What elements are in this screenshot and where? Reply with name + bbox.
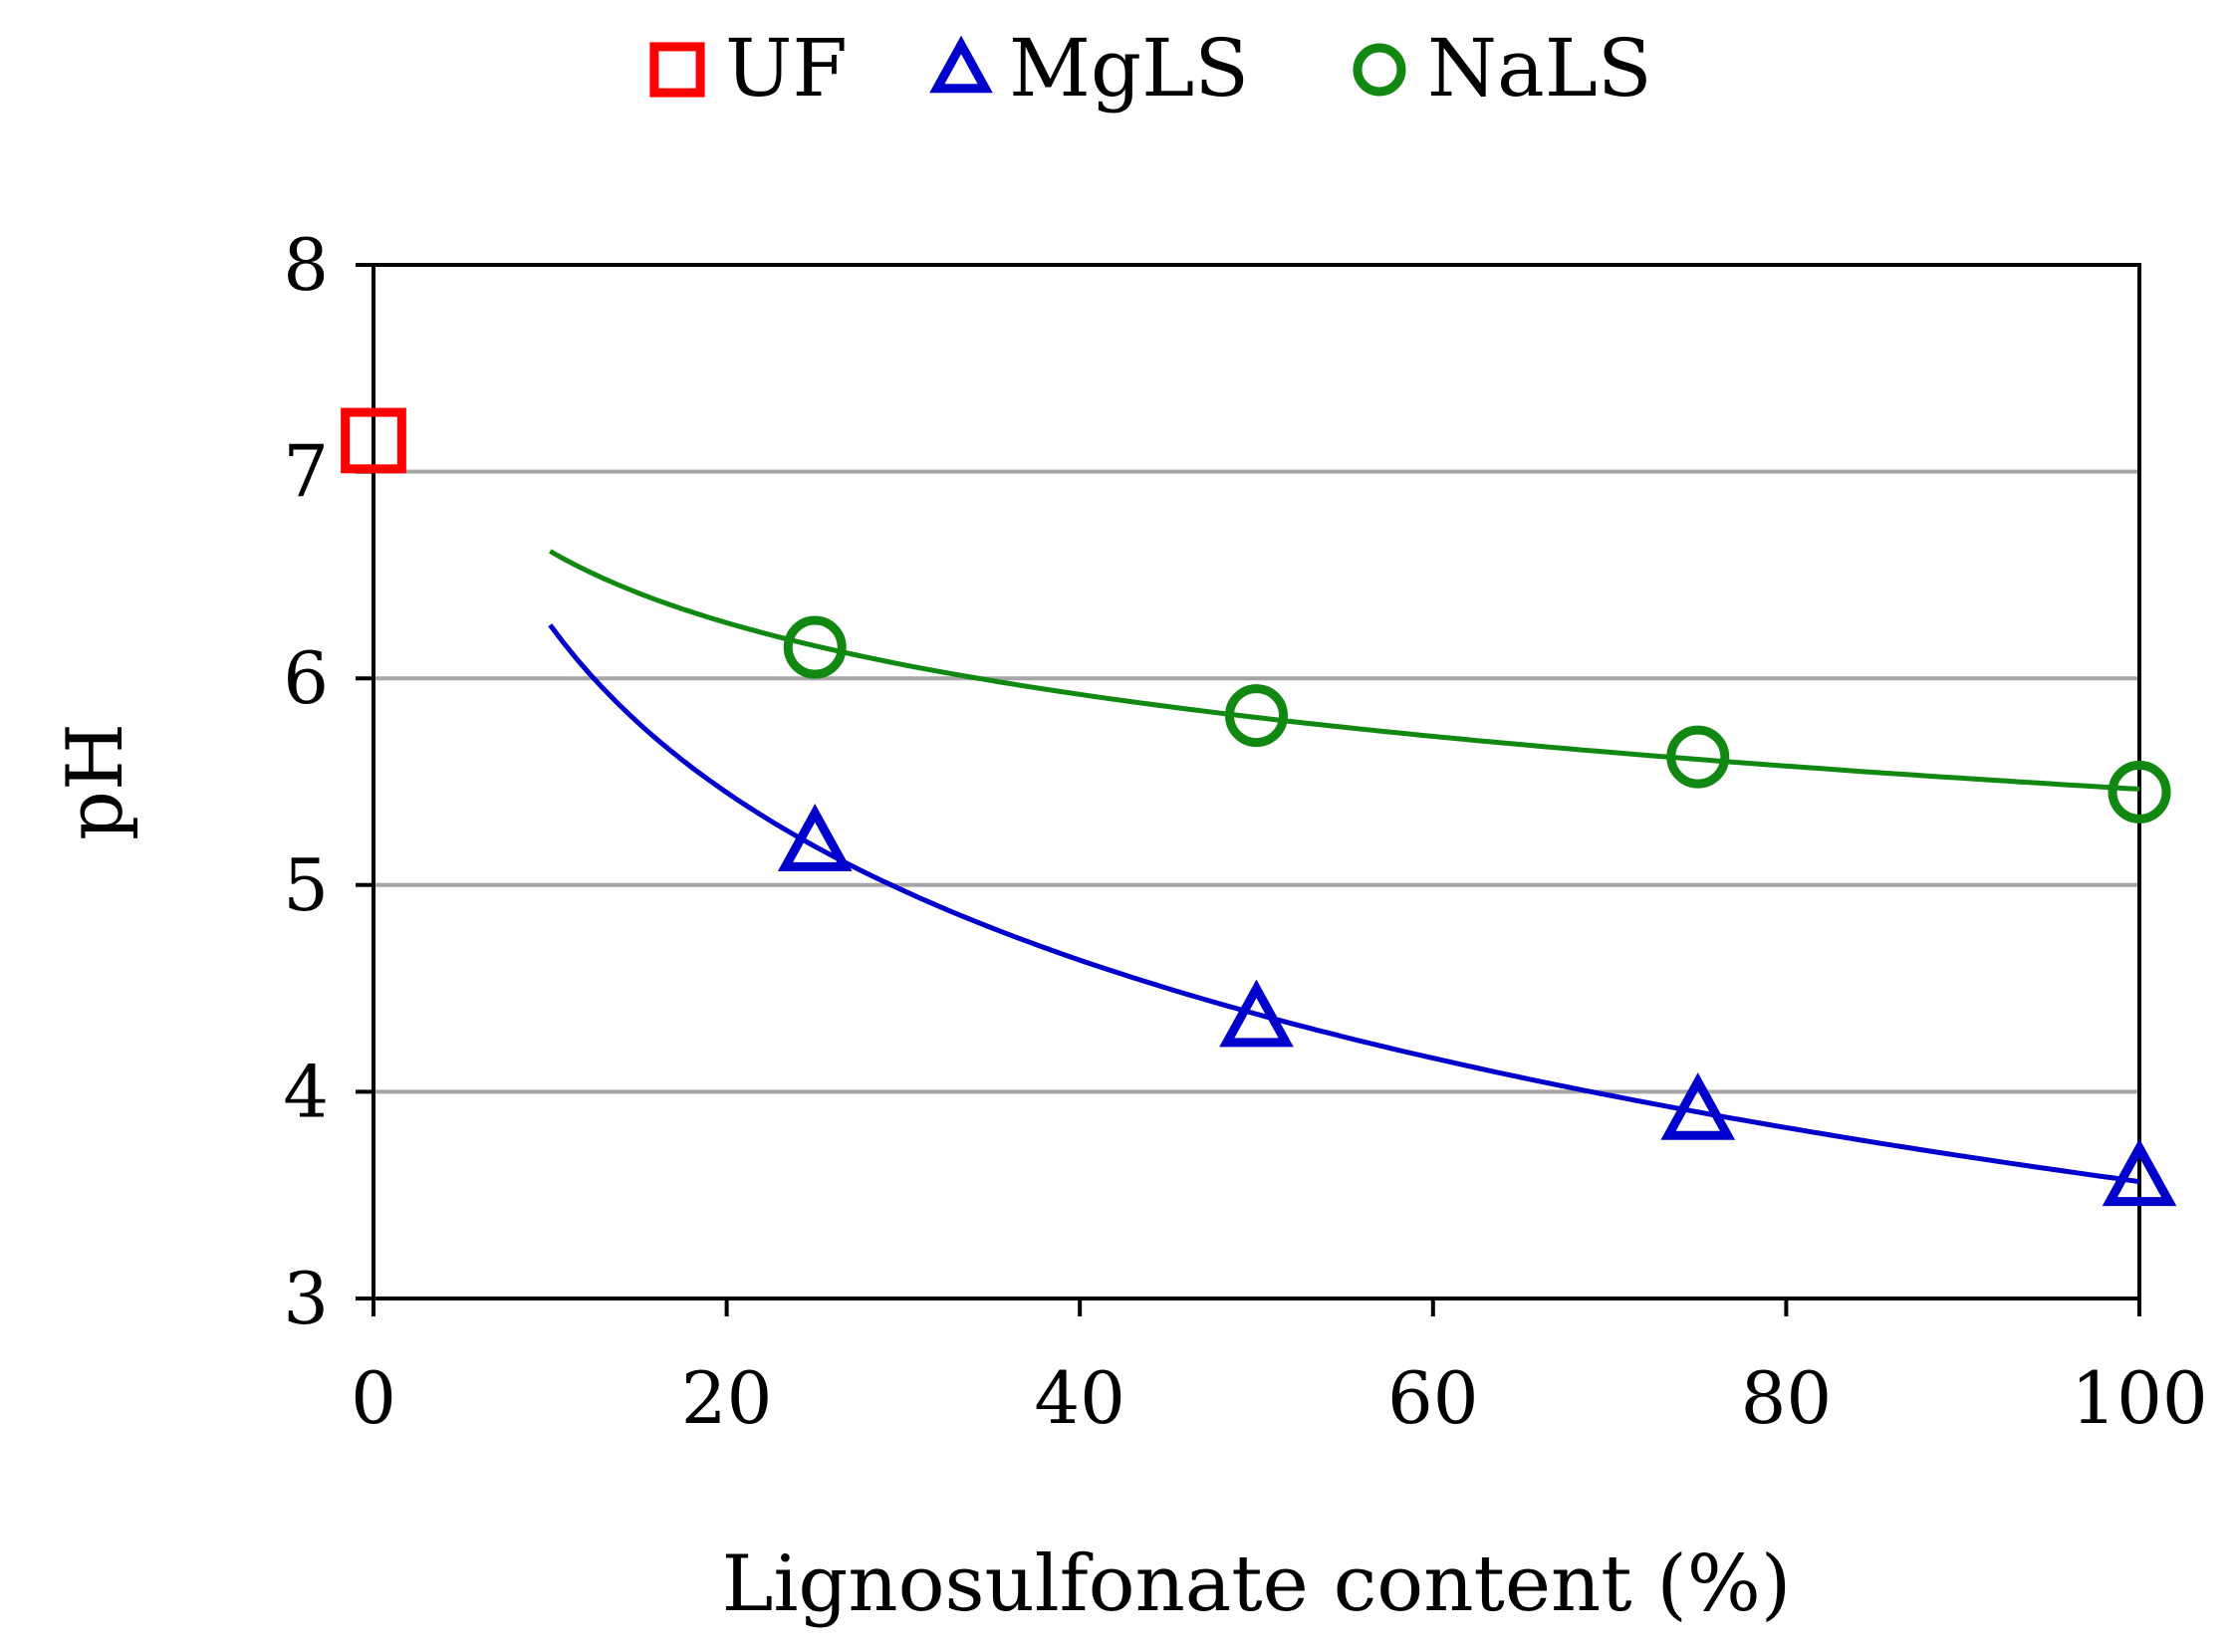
- legend-item-nals: NaLS: [1353, 22, 1652, 115]
- y-tick-label-5: 5: [283, 843, 329, 927]
- markers: [341, 407, 2177, 1207]
- point-mgls-100: [2102, 1138, 2177, 1207]
- x-axis: 0 20 40 60 80 100: [351, 1298, 2208, 1440]
- legend-marker-nals: [1353, 43, 1406, 97]
- trendlines: [548, 549, 2140, 1185]
- x-axis-label: Lignosulfonate content (%): [722, 1539, 1792, 1629]
- x-tick-label-80: 80: [1741, 1356, 1833, 1440]
- gridlines: [373, 469, 2139, 1094]
- trendline-nals: [549, 549, 2140, 792]
- y-tick-label-3: 3: [283, 1257, 329, 1340]
- legend-marker-uf: [649, 42, 705, 98]
- y-tick-label-6: 6: [283, 636, 329, 720]
- point-nals-25: [783, 615, 847, 679]
- y-tick-label-7: 7: [283, 430, 329, 514]
- legend-item-mgls: MgLS: [929, 22, 1249, 115]
- plot-frame: [372, 263, 2141, 1300]
- y-axis-label: pH: [51, 723, 140, 840]
- x-tick-label-60: 60: [1387, 1356, 1479, 1440]
- y-axis: 3 4 5 6 7 8: [283, 223, 373, 1340]
- point-uf-0: [341, 407, 406, 474]
- x-tick-label-100: 100: [2071, 1356, 2207, 1440]
- y-tick-label-4: 4: [283, 1050, 329, 1133]
- x-tick-label-0: 0: [351, 1356, 396, 1440]
- legend-item-uf: UF: [649, 22, 848, 115]
- point-nals-50: [1225, 684, 1288, 748]
- point-nals-100: [2108, 760, 2171, 824]
- y-tick-label-8: 8: [283, 223, 329, 307]
- point-mgls-25: [777, 804, 853, 871]
- trendline-mgls: [548, 623, 2140, 1185]
- legend-marker-mgls: [929, 35, 993, 94]
- x-tick-label-20: 20: [681, 1356, 773, 1440]
- point-nals-75: [1666, 725, 1730, 789]
- legend-label-nals: NaLS: [1427, 22, 1652, 115]
- legend-label-mgls: MgLS: [1009, 22, 1249, 115]
- point-mgls-75: [1660, 1072, 1736, 1140]
- legend: UF MgLS NaLS: [649, 22, 1652, 115]
- legend-label-uf: UF: [725, 22, 848, 115]
- x-tick-label-40: 40: [1034, 1356, 1125, 1440]
- point-mgls-50: [1219, 979, 1294, 1048]
